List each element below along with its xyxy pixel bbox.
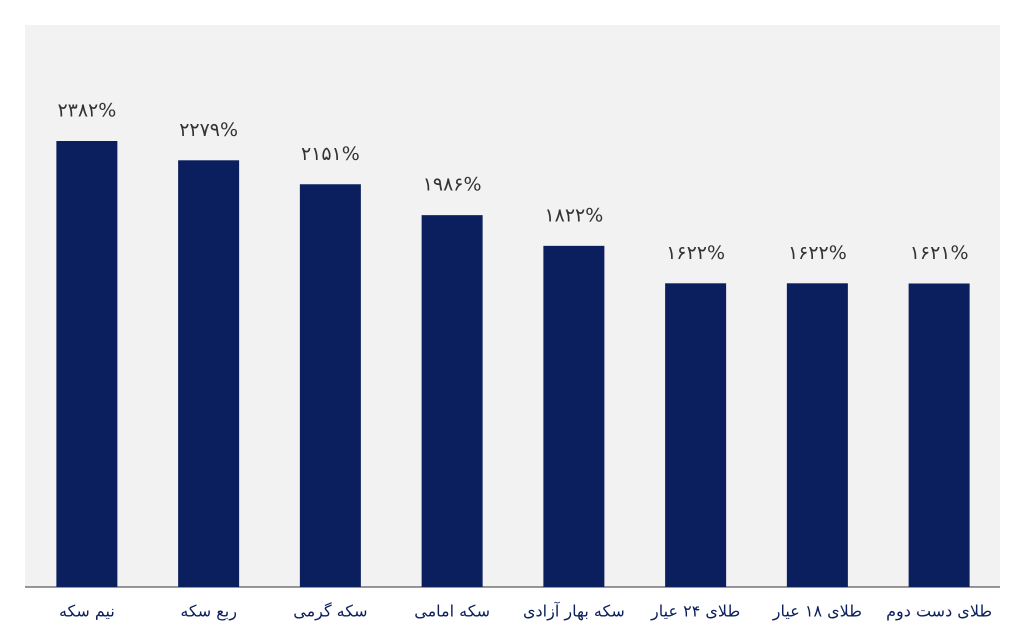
x-tick-label: سکه گرمی [293, 602, 367, 622]
x-tick-label: ربع سکه [180, 602, 237, 622]
x-tick-label: طلای ۲۴ عیار [650, 602, 740, 622]
value-label: ۱۶۲۲% [788, 242, 847, 264]
bar [543, 245, 605, 587]
x-tick-label: طلای دست دوم [886, 602, 992, 622]
bar [786, 283, 848, 587]
bar [908, 283, 970, 587]
value-label: ۱۹۸۶% [423, 174, 482, 196]
value-label: ۲۱۵۱% [301, 143, 360, 165]
bar [299, 184, 361, 587]
x-tick-label: سکه بهار آزادی [523, 602, 625, 622]
plot-background [25, 25, 1000, 587]
value-label: ۲۳۸۲% [57, 100, 116, 122]
bar [665, 283, 727, 587]
x-tick-label: سکه امامی [414, 602, 490, 621]
value-label: ۱۶۲۱% [910, 242, 969, 264]
bar [421, 215, 483, 587]
value-label: ۲۲۷۹% [179, 119, 238, 141]
bar [178, 160, 240, 588]
bar [56, 141, 118, 587]
x-tick-label: طلای ۱۸ عیار [772, 602, 862, 622]
value-label: ۱۸۲۲% [544, 204, 603, 226]
value-label: ۱۶۲۲% [666, 242, 725, 264]
x-tick-label: نیم سکه [59, 602, 115, 621]
